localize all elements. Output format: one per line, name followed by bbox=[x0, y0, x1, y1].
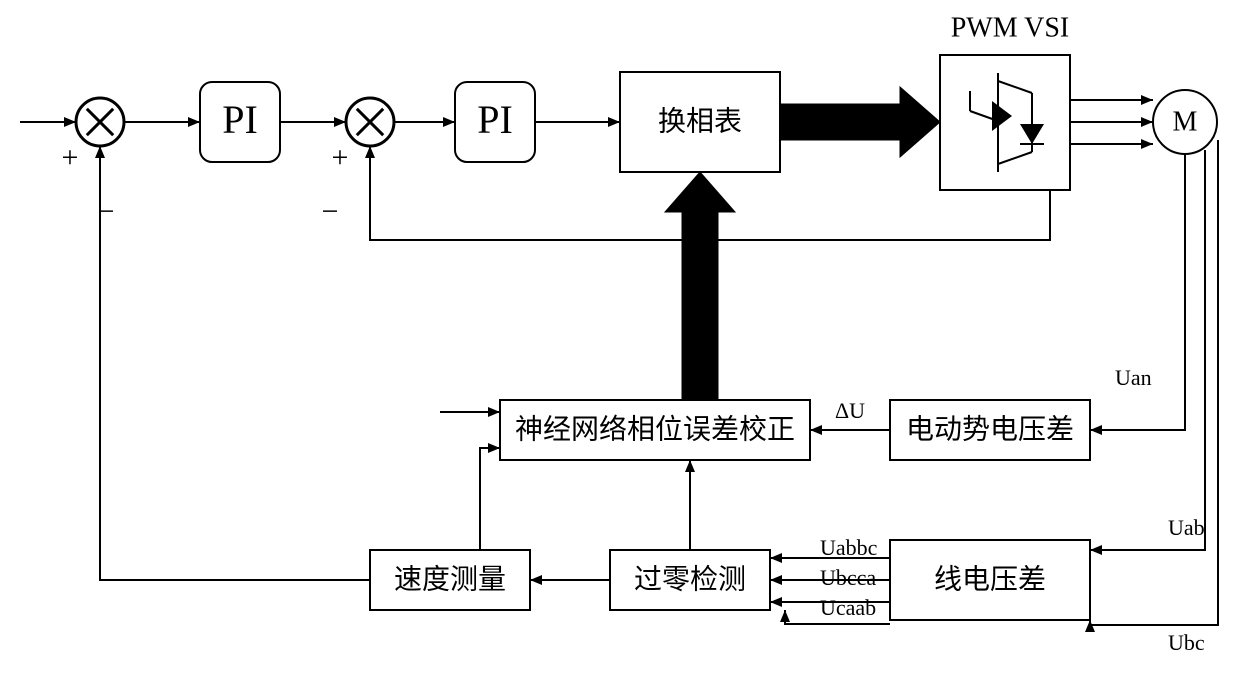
pwm-vsi-label: PWM VSI bbox=[951, 12, 1070, 43]
svg-text:−: − bbox=[322, 195, 339, 228]
thick-arrow-nn-to-comm bbox=[665, 172, 735, 400]
ubcca-label: Ubcca bbox=[820, 565, 876, 590]
wire-speed_to_nn bbox=[480, 448, 500, 550]
svg-text:过零检测: 过零检测 bbox=[634, 563, 746, 595]
ucaab-label: Ucaab bbox=[820, 595, 876, 620]
wire-motor_to_uab bbox=[1090, 150, 1205, 550]
ubc-label: Ubc bbox=[1168, 630, 1205, 655]
svg-text:换相表: 换相表 bbox=[658, 105, 742, 137]
svg-text:神经网络相位误差校正: 神经网络相位误差校正 bbox=[515, 413, 795, 445]
uan-label: Uan bbox=[1115, 365, 1152, 390]
svg-text:+: + bbox=[332, 141, 349, 174]
svg-text:速度测量: 速度测量 bbox=[394, 563, 506, 595]
thick-arrow-comm-to-vsi bbox=[780, 87, 940, 157]
uab-label: Uab bbox=[1168, 515, 1205, 540]
svg-text:PI: PI bbox=[222, 97, 258, 142]
wire-motor_to_ubc bbox=[1090, 140, 1218, 625]
svg-text:M: M bbox=[1173, 106, 1198, 137]
svg-text:PI: PI bbox=[477, 97, 513, 142]
svg-text:线电压差: 线电压差 bbox=[934, 563, 1046, 595]
svg-text:+: + bbox=[62, 141, 79, 174]
delta-u-label: ΔU bbox=[835, 398, 865, 423]
svg-text:电动势电压差: 电动势电压差 bbox=[906, 413, 1074, 445]
pwm-vsi-block bbox=[940, 55, 1070, 190]
uabbc-label: Uabbc bbox=[820, 535, 878, 560]
svg-text:−: − bbox=[98, 195, 115, 228]
